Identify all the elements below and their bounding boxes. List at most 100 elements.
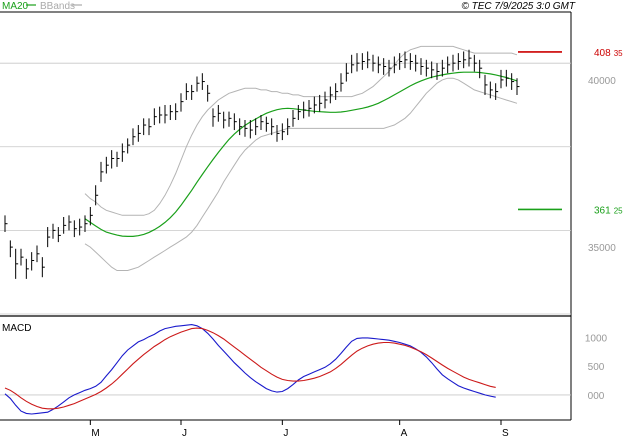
price-bar bbox=[223, 111, 227, 129]
level-label-decimals: 35 bbox=[614, 49, 623, 58]
price-bar bbox=[159, 106, 163, 124]
price-bar bbox=[36, 245, 40, 263]
price-bar bbox=[516, 78, 520, 95]
macd-series-signal bbox=[4, 327, 496, 410]
price-y-tick: 35000 bbox=[588, 243, 616, 254]
price-bar bbox=[89, 206, 93, 226]
price-bar bbox=[281, 123, 285, 141]
price-bar bbox=[420, 58, 424, 75]
price-bar bbox=[303, 101, 307, 119]
price-bar bbox=[383, 58, 387, 75]
price-bar bbox=[399, 53, 403, 70]
price-bar bbox=[244, 120, 248, 137]
price-bar bbox=[100, 161, 104, 182]
price-bar bbox=[319, 94, 323, 112]
price-bar bbox=[276, 125, 280, 142]
price-bar bbox=[372, 54, 376, 72]
copyright-stamp: © TEC 7/9/2025 3:0 GMT bbox=[461, 1, 575, 12]
price-bar bbox=[239, 118, 243, 136]
macd-title: MACD bbox=[2, 323, 31, 334]
price-bar bbox=[73, 220, 77, 238]
price-bar bbox=[191, 84, 195, 100]
price-bar bbox=[57, 227, 61, 243]
price-bar bbox=[415, 54, 419, 72]
price-bar bbox=[143, 118, 147, 136]
price-y-tick: 40000 bbox=[588, 76, 616, 87]
price-level: 361 25 bbox=[518, 205, 623, 216]
price-bar bbox=[260, 115, 264, 131]
ma20-path bbox=[84, 71, 518, 237]
price-bar bbox=[505, 69, 509, 87]
legend-ma20-label: MA20 bbox=[2, 1, 29, 12]
price-bar bbox=[409, 53, 413, 70]
price-bar bbox=[153, 108, 157, 126]
price-bar bbox=[361, 53, 365, 70]
price-bar bbox=[329, 86, 333, 104]
level-label: 361 bbox=[594, 205, 611, 216]
price-bar bbox=[111, 150, 115, 169]
price-bar bbox=[489, 81, 493, 99]
level-label: 408 bbox=[594, 48, 611, 59]
price-bar bbox=[425, 59, 429, 77]
price-bar bbox=[164, 104, 168, 124]
price-bar bbox=[249, 120, 253, 139]
price-bar bbox=[511, 73, 515, 90]
price-bar bbox=[180, 93, 184, 112]
price-bar bbox=[495, 83, 499, 100]
price-bar bbox=[457, 53, 461, 70]
price-bar bbox=[356, 53, 360, 72]
price-bar bbox=[479, 59, 483, 79]
price-bar bbox=[196, 76, 200, 92]
x-tick-label: S bbox=[502, 428, 509, 439]
price-bar bbox=[127, 138, 131, 154]
price-bar bbox=[105, 156, 109, 174]
x-tick-label: J bbox=[182, 428, 187, 439]
macd-y-tick: 500 bbox=[588, 362, 605, 373]
bollinger-bands bbox=[84, 45, 518, 271]
legend-bbands-label: BBands bbox=[40, 1, 75, 12]
price-bar bbox=[377, 56, 381, 74]
x-tick-label: A bbox=[401, 428, 408, 439]
bb-lower-line bbox=[84, 77, 518, 271]
bb-upper-line bbox=[84, 45, 518, 216]
price-level: 408 35 bbox=[518, 48, 623, 59]
price-bar bbox=[292, 109, 296, 127]
price-bar bbox=[212, 108, 216, 127]
price-bar bbox=[169, 104, 173, 121]
price-bar bbox=[47, 227, 51, 248]
price-bar bbox=[31, 252, 35, 271]
price-bar bbox=[79, 218, 83, 236]
legend: MA20 BBands bbox=[2, 1, 82, 12]
price-bar bbox=[132, 128, 136, 146]
price-bar bbox=[287, 118, 291, 136]
price-bar bbox=[228, 111, 232, 127]
price-bar bbox=[265, 116, 269, 132]
price-bar bbox=[441, 59, 445, 77]
x-tick-label: M bbox=[91, 428, 99, 439]
price-bar bbox=[4, 215, 8, 233]
price-bar bbox=[116, 151, 120, 167]
price-bar bbox=[367, 51, 371, 69]
price-bar bbox=[41, 257, 45, 278]
price-bar bbox=[25, 258, 29, 279]
price-bar bbox=[324, 91, 328, 109]
price-bar bbox=[473, 54, 477, 72]
ma20-line bbox=[84, 71, 518, 237]
x-tick-label: J bbox=[283, 428, 288, 439]
level-label-decimals: 25 bbox=[614, 206, 623, 215]
macd-y-tick: 000 bbox=[588, 391, 605, 402]
price-bar bbox=[313, 96, 317, 114]
price-bar bbox=[217, 104, 221, 122]
macd-series-macd bbox=[4, 324, 496, 415]
price-bar bbox=[468, 49, 472, 67]
price-bar bbox=[20, 248, 24, 266]
macd-y-tick-labels: 1000 500 000 bbox=[585, 333, 608, 402]
price-bar bbox=[500, 69, 504, 89]
price-bar bbox=[308, 99, 312, 117]
price-bar bbox=[68, 215, 72, 231]
price-bar bbox=[388, 59, 392, 77]
